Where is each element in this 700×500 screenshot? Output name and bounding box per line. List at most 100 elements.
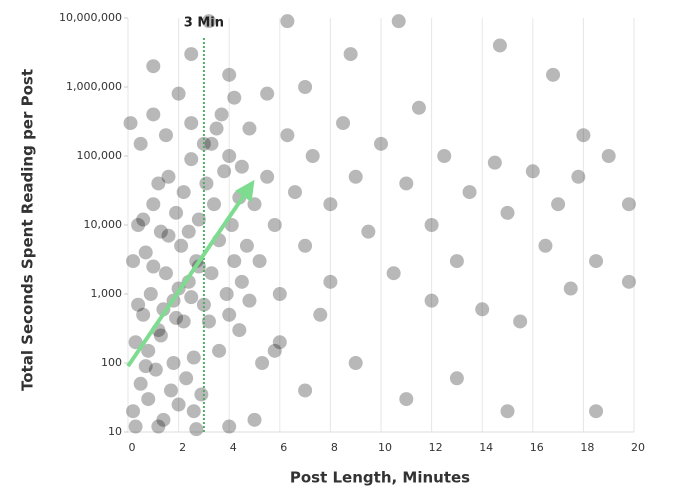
point	[141, 343, 156, 358]
arrow-head	[234, 179, 255, 203]
x-tick-label: 2	[179, 441, 186, 454]
point	[126, 254, 141, 269]
y-axis-title: Total Seconds Spent Reading per Post	[19, 69, 37, 391]
point	[601, 149, 616, 163]
point	[267, 343, 282, 358]
point	[280, 14, 295, 29]
point	[242, 121, 257, 136]
x-tick-label: 18	[580, 441, 594, 454]
point	[227, 90, 242, 105]
point	[487, 155, 502, 170]
x-tick-label: 20	[631, 441, 645, 454]
point	[146, 107, 161, 122]
point	[184, 290, 199, 305]
point	[174, 238, 189, 253]
point	[141, 392, 156, 407]
point	[161, 169, 176, 184]
point	[336, 116, 351, 131]
point	[222, 67, 237, 82]
point	[166, 356, 181, 370]
point	[500, 404, 515, 419]
point	[386, 266, 401, 281]
point	[176, 185, 191, 200]
point	[475, 302, 490, 317]
point	[272, 287, 287, 301]
point	[234, 274, 249, 289]
x-tick-label: 4	[230, 441, 237, 454]
point	[239, 238, 254, 253]
point	[227, 254, 242, 269]
point	[151, 419, 166, 434]
point	[298, 383, 313, 398]
point	[589, 404, 604, 419]
point	[391, 14, 406, 29]
point	[146, 59, 161, 74]
point	[222, 419, 237, 434]
point	[343, 47, 358, 62]
point	[217, 164, 232, 179]
point	[500, 205, 515, 220]
point	[189, 422, 204, 437]
point	[411, 100, 426, 115]
point	[260, 169, 275, 184]
point	[136, 307, 151, 322]
x-tick-label: 0	[129, 441, 136, 454]
point	[191, 212, 206, 227]
point	[128, 419, 143, 434]
point	[513, 314, 528, 329]
point	[492, 38, 507, 53]
point	[153, 224, 168, 239]
point	[222, 307, 237, 322]
annotation-label: 3 Min	[184, 16, 224, 31]
point	[255, 356, 270, 370]
point	[184, 116, 199, 131]
point	[138, 245, 153, 260]
point	[323, 274, 338, 289]
point	[252, 254, 267, 269]
point	[222, 149, 237, 163]
point	[153, 328, 168, 343]
x-axis-title: Post Length, Minutes	[290, 469, 470, 487]
point	[313, 307, 328, 322]
point	[186, 350, 201, 365]
point	[138, 359, 153, 374]
point	[161, 228, 176, 243]
point	[621, 274, 636, 289]
y-tick-label: 100,000	[77, 149, 123, 162]
point	[171, 86, 186, 101]
x-tick-label: 8	[331, 441, 338, 454]
point	[196, 297, 211, 312]
point	[576, 128, 591, 143]
y-tick-label: 1,000	[91, 287, 123, 300]
point	[323, 197, 338, 212]
point	[136, 212, 151, 227]
x-tick-label: 10	[378, 441, 392, 454]
point	[126, 404, 141, 419]
point	[232, 323, 247, 338]
x-tick-label: 14	[479, 441, 493, 454]
point	[209, 121, 224, 136]
point	[361, 224, 376, 239]
y-tick-label: 10,000,000	[59, 11, 122, 24]
point	[151, 176, 166, 191]
point	[424, 293, 439, 308]
point	[169, 205, 184, 220]
y-tick-label: 1,000,000	[66, 80, 122, 93]
point	[171, 397, 186, 412]
point	[181, 224, 196, 239]
point	[212, 343, 227, 358]
point	[462, 185, 477, 200]
point	[538, 238, 553, 253]
point	[621, 197, 636, 212]
y-tick-label: 100	[101, 356, 122, 369]
point	[305, 149, 320, 163]
point	[399, 392, 414, 407]
point	[158, 266, 173, 281]
point	[184, 47, 199, 62]
point	[348, 169, 363, 184]
point	[214, 107, 229, 122]
point	[176, 314, 191, 329]
point	[158, 128, 173, 143]
point	[242, 293, 257, 308]
point	[143, 287, 158, 301]
